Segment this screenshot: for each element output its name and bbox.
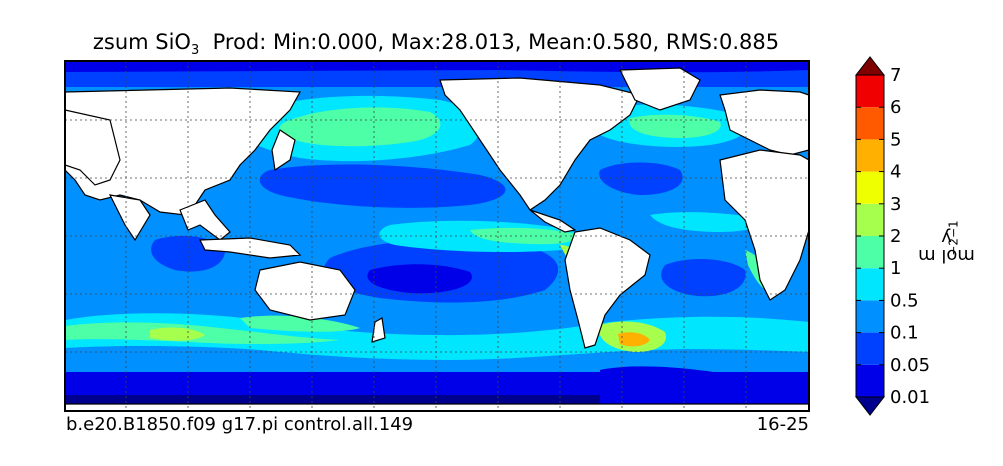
map-frame (64, 60, 810, 412)
colorbar-tick-label: 0.1 (890, 323, 919, 344)
southern-ocean-high (65, 322, 340, 345)
colorbar-extend-max (854, 56, 886, 76)
colorbar-tick-label: 2 (890, 226, 901, 247)
colorbar-tick-label: 3 (890, 194, 901, 215)
colorbar-tick-label: 7 (890, 65, 901, 86)
south-indian-band (240, 315, 360, 332)
colorbar-box (856, 75, 884, 108)
colorbar-tick-label: 4 (890, 162, 901, 183)
equatorial-atlantic (650, 212, 763, 232)
colorbar: 0.01 0.05 0.1 0.5 1 2 3 4 5 6 7 (854, 56, 930, 416)
graticule (65, 61, 809, 411)
land-australia (254, 261, 356, 321)
south-pacific-gyre-core (367, 264, 472, 294)
ocean-map (65, 61, 809, 411)
colorbar-box (856, 364, 884, 397)
run-name-label: b.e20.B1850.f09 g17.pi control.all.149 (66, 414, 414, 435)
land-africa (719, 149, 809, 301)
south-atlantic-gyre (661, 258, 746, 297)
colorbar-tick-label: 6 (890, 97, 901, 118)
land-greenland (619, 67, 701, 111)
land-india (108, 194, 151, 242)
land-antarctica (65, 403, 809, 411)
north-atlantic-high (629, 114, 721, 138)
north-pacific-subpolar-high (279, 107, 441, 147)
equatorial-pacific-high (470, 227, 576, 245)
colorbar-extend-min (854, 396, 886, 416)
colorbar-box (856, 300, 884, 333)
north-pacific-gyre (259, 164, 506, 208)
north-atlantic-gyre (599, 162, 683, 195)
colorbar-tick-label: 0.05 (890, 355, 930, 376)
colorbar-box (856, 203, 884, 236)
colorbar-box (856, 139, 884, 172)
patagonian-shelf-peak (618, 332, 650, 347)
colorbar-tick-label: 0.5 (890, 290, 919, 311)
weddell-low-region (600, 366, 809, 411)
land-africa-arabia (65, 109, 121, 186)
kerguelen-high (150, 327, 205, 341)
land-new-zealand (371, 317, 386, 343)
land-central-america (529, 209, 577, 233)
colorbar-tick-label: 5 (890, 129, 901, 150)
colorbar-box (856, 236, 884, 269)
land-north-america (439, 77, 641, 211)
colorbar-box (856, 332, 884, 365)
colorbar-tick-label: 0.01 (890, 387, 930, 408)
land-japan (271, 129, 296, 172)
map-title: zsum SiO3 Prod: Min:0.000, Max:28.013, M… (92, 30, 780, 59)
colorbar-tick-label: 1 (890, 258, 901, 279)
year-range-label: 16-25 (756, 414, 809, 435)
colorbar-box (856, 268, 884, 301)
land-south-america (564, 227, 651, 349)
colorbar-box (856, 107, 884, 140)
colorbar-box (856, 171, 884, 204)
